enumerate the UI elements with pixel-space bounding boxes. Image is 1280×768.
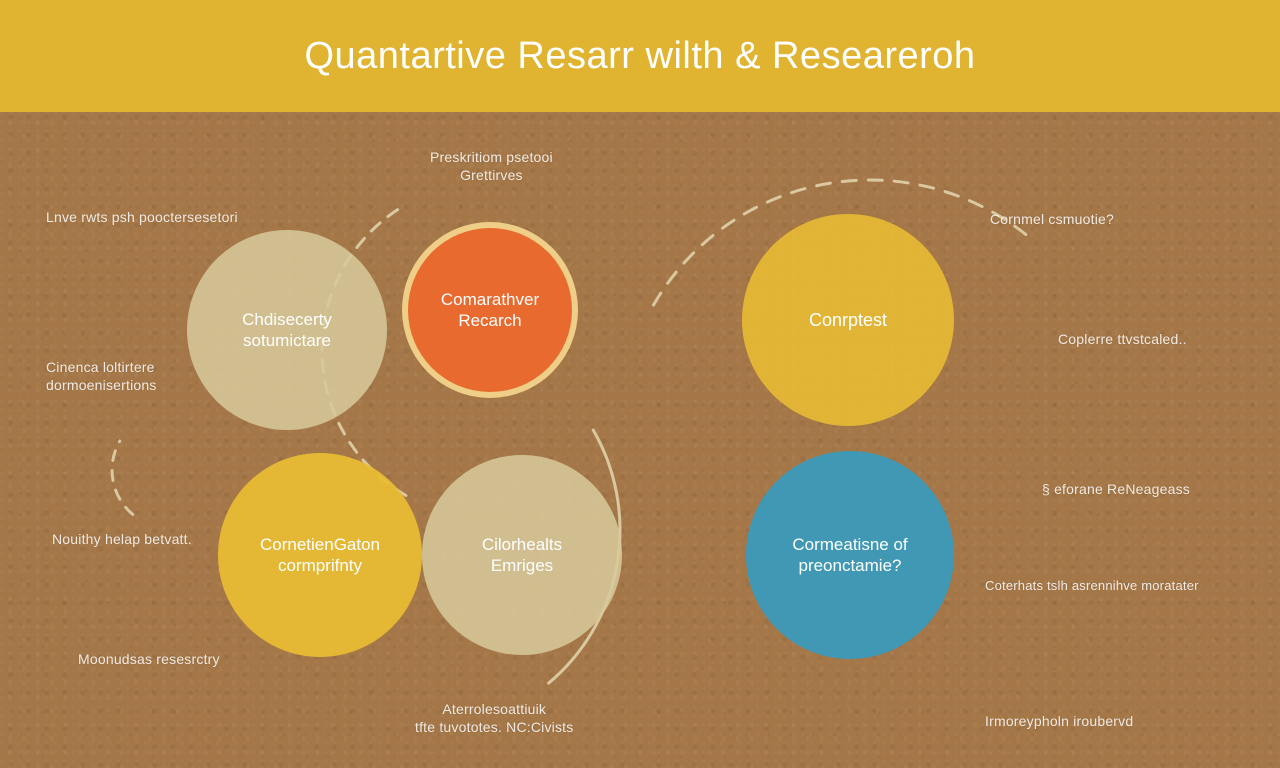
annotation-a-left-1: Lnve rwts psh pooctersesetori	[46, 208, 238, 226]
circle-label-line: CornetienGaton	[260, 534, 380, 555]
circle-label-line: Conrptest	[809, 309, 887, 332]
annotation-a-left-2: Cinenca loltirtere dormoenisertions	[46, 358, 157, 394]
circle-label-line: cormprifnty	[260, 555, 380, 576]
annotation-a-right-2: § eforane ReNeageass	[1042, 480, 1190, 498]
circle-label-line: preonctamie?	[792, 555, 907, 576]
slide-title: Quantartive Resarr wilth & Researeroh	[304, 35, 975, 78]
circle-label-line: Cormeatisne of	[792, 534, 907, 555]
annotation-a-right-top: Cornmel csmuotie?	[990, 210, 1114, 228]
annotation-a-right-1: Coplerre ttvstcaled..	[1058, 330, 1187, 348]
annotation-a-right-3: Coterhats tslh asrennihve moratater	[985, 578, 1199, 595]
circle-label-line: Emriges	[482, 555, 562, 576]
circle-c6: Cormeatisne ofpreonctamie?	[746, 451, 954, 659]
circle-label-line: Comarathver	[441, 289, 539, 310]
circle-label-line: sotumictare	[242, 330, 332, 351]
annotation-a-bottom: Aterrolesoattiuik tfte tuvototes. NC:Civ…	[415, 700, 573, 736]
circle-label-line: Cilorhealts	[482, 534, 562, 555]
annotation-a-left-3: Nouithy helap betvatt.	[52, 530, 192, 548]
circle-label-line: Chdisecerty	[242, 309, 332, 330]
circle-c2: ComarathverRecarch	[408, 228, 572, 392]
slide-stage: Quantartive Resarr wilth & Researeroh Ch…	[0, 0, 1280, 768]
circle-c5: CilorhealtsEmriges	[422, 455, 622, 655]
annotation-a-right-bottom: Irmoreypholn iroubervd	[985, 712, 1133, 730]
circle-c1: Chdisecertysotumictare	[187, 230, 387, 430]
title-banner: Quantartive Resarr wilth & Researeroh	[0, 0, 1280, 112]
circle-c3: Conrptest	[742, 214, 954, 426]
annotation-a-top: Preskritiom psetooi Grettirves	[430, 148, 553, 184]
circle-label-line: Recarch	[441, 310, 539, 331]
annotation-a-left-4: Moonudsas resesrctry	[78, 650, 220, 668]
circle-c4: CornetienGatoncormprifnty	[218, 453, 422, 657]
